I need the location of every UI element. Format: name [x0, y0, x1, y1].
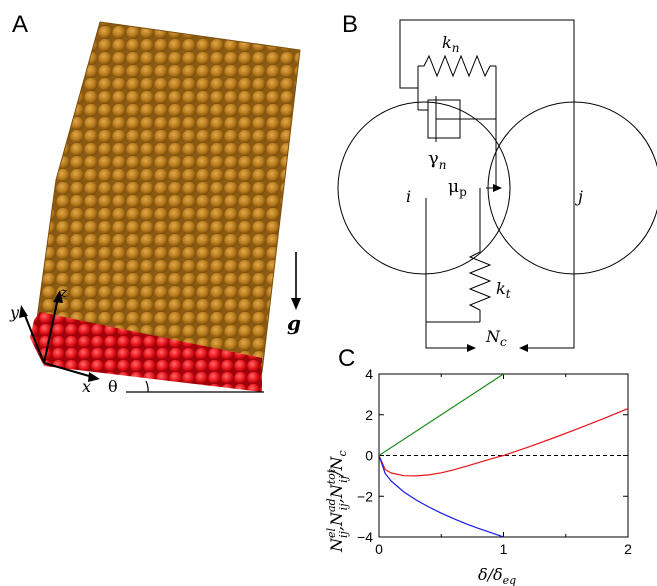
granular-packing — [30, 21, 301, 392]
particle-j — [487, 101, 657, 275]
x-tick-label-1: 1 — [500, 541, 508, 557]
y-axis-head — [19, 305, 28, 318]
particle-i-label: i — [406, 187, 411, 206]
x-tick-label-2: 2 — [624, 541, 632, 557]
left-wire — [399, 66, 418, 89]
kt-label: kt — [496, 279, 511, 301]
panel-b-letter: B — [342, 11, 358, 38]
series-line-0 — [379, 374, 504, 457]
x-axis-arrow — [43, 362, 97, 379]
dashpot-cylinder — [427, 99, 440, 139]
y-tick-label-2: 0 — [365, 448, 373, 464]
chart-tick-labels: 0 1 2 −4 −2 0 2 4 — [357, 366, 632, 557]
x-axis-head — [88, 372, 100, 382]
nc-arrow-right — [519, 344, 528, 352]
z-axis-label: z — [59, 285, 68, 301]
x-axis-label: x — [82, 377, 91, 396]
series-line-1 — [379, 408, 628, 477]
outer-wire — [399, 19, 575, 349]
gravity-arrow-head — [291, 298, 301, 310]
z-axis-head — [53, 290, 63, 303]
spring-kt — [468, 242, 492, 322]
series-line-2 — [379, 455, 504, 537]
particle-i — [337, 101, 511, 275]
gamma-n-label: γn — [428, 148, 447, 172]
angle-arc — [145, 380, 149, 393]
chart-series — [379, 374, 628, 537]
z-axis-arrow — [43, 297, 59, 364]
force-count-chart: 0 1 2 −4 −2 0 2 4 — [357, 366, 632, 557]
nc-arrow-left — [467, 344, 476, 352]
mu-p-label: μp — [448, 177, 467, 199]
nc-wire-left — [425, 322, 470, 349]
angle-label: θ — [108, 377, 118, 396]
x-tick-label-0: 0 — [375, 541, 383, 557]
panel-a-letter: A — [12, 11, 28, 38]
spring-kn — [418, 54, 496, 78]
gravity-label: g — [287, 311, 301, 335]
contact-model-diagram — [337, 19, 657, 352]
particle-j-label: j — [575, 187, 583, 206]
panel-c-letter: C — [338, 345, 355, 372]
base-layer-grains — [30, 312, 262, 392]
y-tick-label-4: 4 — [365, 366, 373, 382]
y-tick-label-3: 2 — [365, 407, 373, 423]
y-axis-arrow — [23, 312, 45, 364]
chart-x-label: δ/δeq — [478, 565, 516, 586]
y-tick-label-0: −4 — [357, 529, 373, 545]
kn-label: kn — [442, 33, 459, 55]
y-tick-label-1: −2 — [357, 488, 373, 504]
friction-arrow-head — [493, 184, 502, 192]
coordinate-axes — [19, 290, 100, 382]
nc-label: Nc — [485, 327, 507, 349]
y-axis-label: y — [9, 303, 20, 322]
chart-y-label: Nelij,Nadij,Ntotij/Nc — [325, 450, 350, 553]
